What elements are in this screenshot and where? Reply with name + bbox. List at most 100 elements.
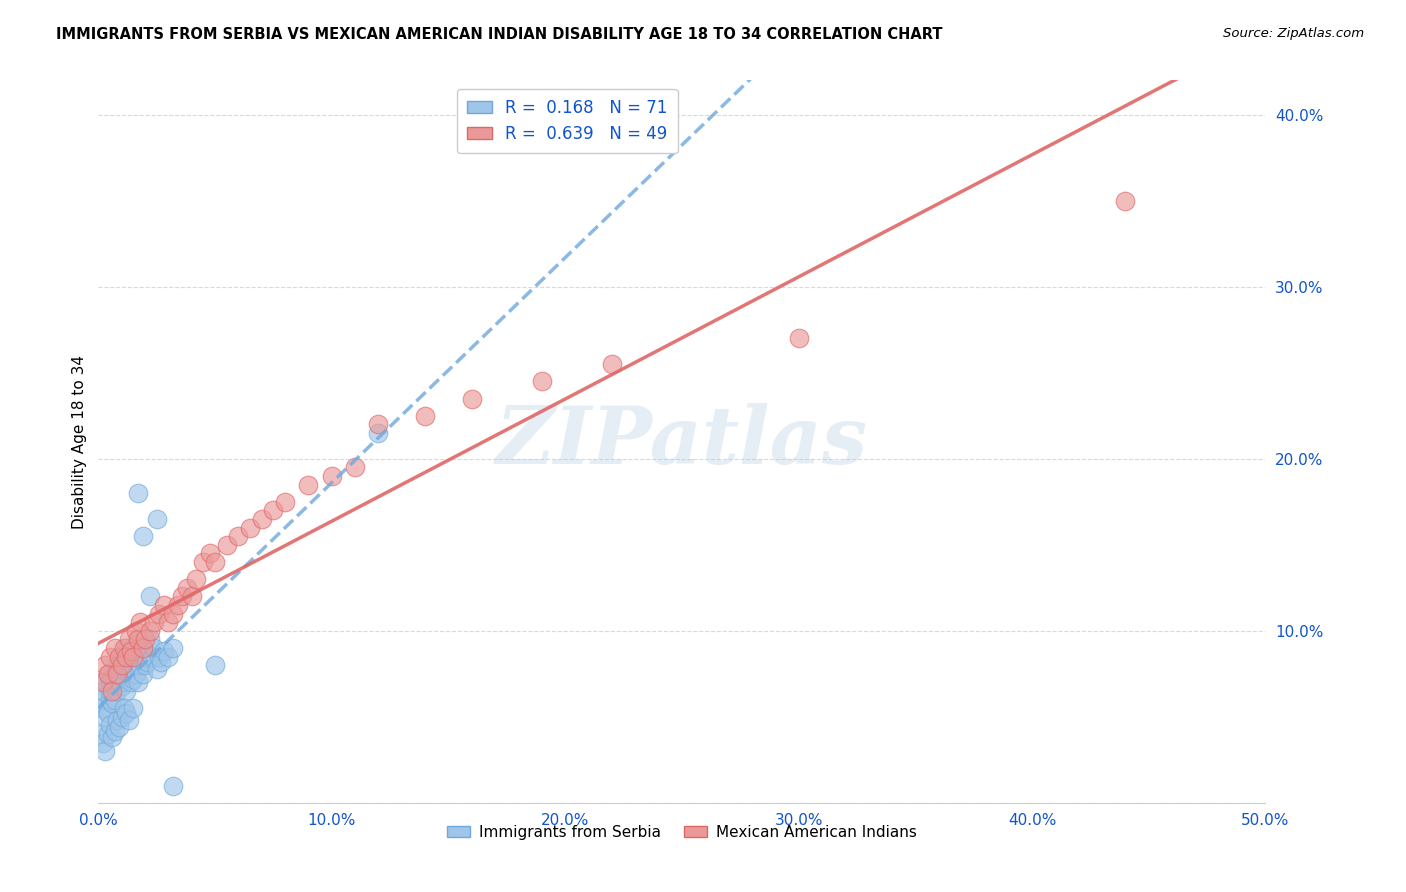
Point	[530, 375, 553, 389]
Point	[600, 357, 623, 371]
Point	[129, 644, 152, 658]
Point	[97, 727, 120, 741]
Point	[90, 701, 112, 715]
Point	[136, 655, 159, 669]
Point	[111, 679, 134, 693]
Point	[112, 658, 135, 673]
Point	[104, 692, 127, 706]
Point	[413, 409, 436, 423]
Point	[166, 598, 188, 612]
Y-axis label: Disability Age 18 to 34: Disability Age 18 to 34	[72, 354, 87, 529]
Point	[157, 615, 180, 630]
Point	[148, 649, 170, 664]
Point	[367, 425, 389, 440]
Point	[186, 572, 208, 586]
Point	[111, 658, 134, 673]
Point	[146, 662, 169, 676]
Point	[111, 649, 134, 664]
Point	[176, 581, 198, 595]
Point	[112, 675, 135, 690]
Point	[132, 529, 155, 543]
Point	[132, 640, 155, 655]
Point	[132, 640, 155, 655]
Point	[127, 675, 149, 690]
Point	[139, 632, 162, 647]
Point	[125, 624, 148, 638]
Point	[105, 658, 128, 673]
Point	[115, 640, 138, 655]
Point	[152, 644, 174, 658]
Point	[115, 649, 138, 664]
Point	[127, 632, 149, 647]
Point	[111, 710, 134, 724]
Point	[104, 666, 127, 681]
Text: Source: ZipAtlas.com: Source: ZipAtlas.com	[1223, 27, 1364, 40]
Point	[143, 615, 166, 630]
Point	[120, 644, 142, 658]
Point	[101, 684, 124, 698]
Point	[250, 512, 273, 526]
Point	[787, 331, 810, 345]
Point	[91, 675, 114, 690]
Point	[321, 469, 343, 483]
Point	[134, 632, 156, 647]
Point	[122, 649, 145, 664]
Point	[101, 696, 124, 710]
Point	[90, 727, 112, 741]
Point	[104, 640, 127, 655]
Point	[91, 684, 114, 698]
Point	[129, 658, 152, 673]
Point	[108, 675, 131, 690]
Point	[367, 417, 389, 432]
Point	[105, 713, 128, 727]
Point	[129, 615, 152, 630]
Point	[162, 640, 184, 655]
Point	[180, 590, 202, 604]
Point	[127, 486, 149, 500]
Point	[98, 684, 121, 698]
Point	[228, 529, 250, 543]
Point	[97, 706, 120, 721]
Point	[97, 666, 120, 681]
Point	[112, 640, 135, 655]
Point	[91, 692, 114, 706]
Point	[108, 720, 131, 734]
Point	[204, 555, 226, 569]
Point	[125, 638, 148, 652]
Point	[120, 675, 142, 690]
Point	[141, 649, 163, 664]
Point	[94, 658, 117, 673]
Point	[150, 655, 173, 669]
Point	[98, 692, 121, 706]
Point	[148, 607, 170, 621]
Point	[118, 713, 141, 727]
Point	[108, 666, 131, 681]
Point	[101, 672, 124, 686]
Point	[143, 640, 166, 655]
Point	[132, 666, 155, 681]
Point	[97, 666, 120, 681]
Point	[120, 662, 142, 676]
Point	[108, 649, 131, 664]
Point	[101, 731, 124, 745]
Point	[125, 666, 148, 681]
Point	[104, 723, 127, 738]
Point	[193, 555, 215, 569]
Point	[98, 718, 121, 732]
Point	[162, 607, 184, 621]
Point	[297, 477, 319, 491]
Point	[157, 649, 180, 664]
Point	[461, 392, 484, 406]
Point	[122, 644, 145, 658]
Point	[105, 666, 128, 681]
Text: IMMIGRANTS FROM SERBIA VS MEXICAN AMERICAN INDIAN DISABILITY AGE 18 TO 34 CORREL: IMMIGRANTS FROM SERBIA VS MEXICAN AMERIC…	[56, 27, 943, 42]
Point	[152, 598, 174, 612]
Point	[98, 649, 121, 664]
Point	[139, 590, 162, 604]
Point	[94, 675, 117, 690]
Point	[112, 701, 135, 715]
Point	[127, 649, 149, 664]
Point	[118, 632, 141, 647]
Point	[344, 460, 367, 475]
Point	[94, 710, 117, 724]
